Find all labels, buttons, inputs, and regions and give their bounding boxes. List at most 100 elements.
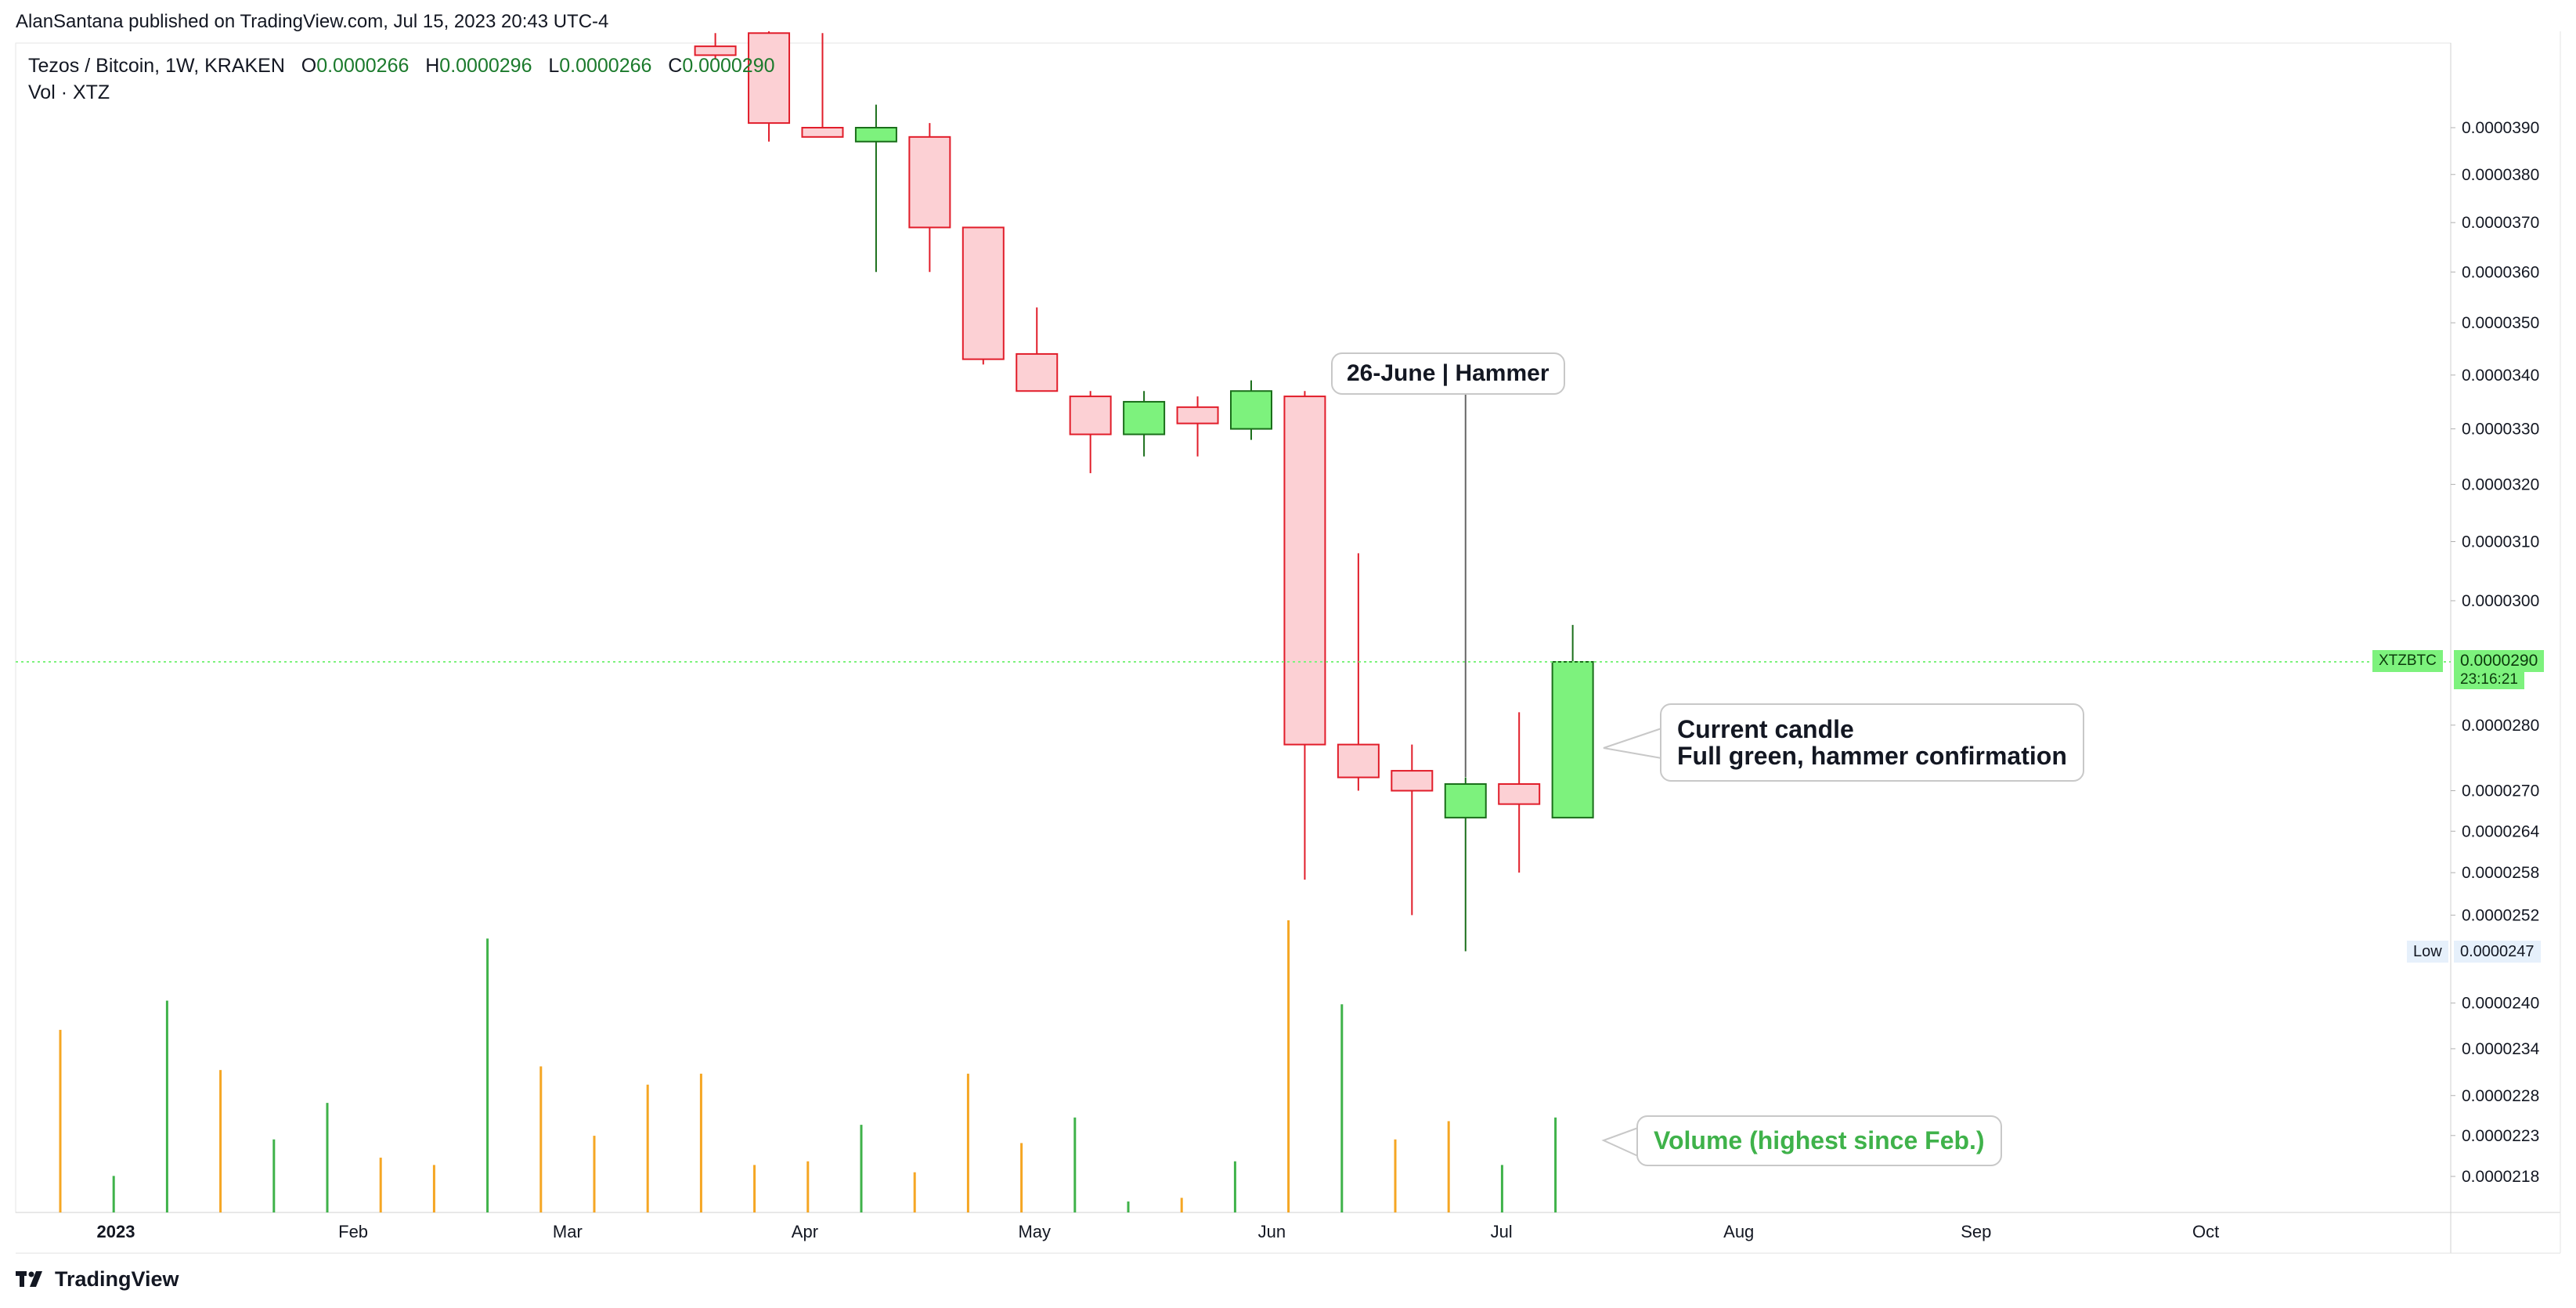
volume-bar bbox=[1554, 1117, 1557, 1212]
candle-body bbox=[1016, 352, 1059, 392]
volume-callout[interactable]: Volume (highest since Feb.) bbox=[1636, 1115, 2002, 1166]
volume-bar bbox=[486, 938, 489, 1212]
publisher-header: AlanSantana published on TradingView.com… bbox=[16, 11, 609, 32]
candles bbox=[16, 31, 2451, 952]
price-tick-label: 0.0000360 bbox=[2462, 263, 2539, 281]
symbol-price-tag: XTZBTC bbox=[2372, 650, 2443, 672]
time-tick-label: Jul bbox=[1491, 1222, 1513, 1241]
footer-brand-text: TradingView bbox=[55, 1267, 179, 1291]
annotation-lines bbox=[1464, 392, 1662, 1157]
price-tick-label: 0.0000234 bbox=[2462, 1040, 2540, 1058]
current-callout-line1: Current candle bbox=[1677, 715, 1854, 743]
time-tick-label: Apr bbox=[792, 1222, 818, 1241]
price-tick-label: 0.0000330 bbox=[2462, 421, 2539, 439]
volume-bar bbox=[646, 1084, 649, 1212]
volume-bar bbox=[539, 1066, 543, 1212]
volume-bar bbox=[112, 1176, 115, 1212]
volume-bar bbox=[1180, 1198, 1183, 1212]
footer-brand[interactable]: TradingView bbox=[16, 1267, 179, 1292]
candle-body bbox=[1391, 770, 1434, 792]
volume-bar bbox=[1020, 1143, 1023, 1212]
time-tick-label: May bbox=[1018, 1222, 1051, 1241]
low-label-tag: Low bbox=[2407, 941, 2448, 963]
plot-frame bbox=[15, 31, 2561, 1254]
countdown-tag: 23:16:21 bbox=[2454, 670, 2524, 689]
volume-bar bbox=[860, 1125, 863, 1212]
candle-body bbox=[908, 135, 951, 229]
close-value: 0.0000290 bbox=[682, 55, 775, 77]
time-tick-label: Aug bbox=[1723, 1222, 1754, 1241]
volume-bar bbox=[913, 1172, 916, 1212]
price-tick-label: 0.0000228 bbox=[2462, 1087, 2539, 1105]
volume-bar bbox=[753, 1165, 756, 1212]
volume-bar bbox=[272, 1139, 276, 1212]
volume-bar bbox=[1233, 1161, 1236, 1212]
volume-legend: Vol · XTZ bbox=[28, 81, 110, 103]
current-candle-callout[interactable]: Current candle Full green, hammer confir… bbox=[1660, 703, 2084, 782]
volume-bar bbox=[59, 1029, 62, 1212]
price-tick-label: 0.0000300 bbox=[2462, 592, 2539, 610]
volume-bar bbox=[699, 1073, 702, 1212]
volume-bars bbox=[59, 920, 1557, 1212]
candle-body bbox=[1123, 400, 1166, 435]
volume-bar bbox=[806, 1161, 810, 1212]
price-tick-label: 0.0000340 bbox=[2462, 367, 2539, 385]
volume-bar bbox=[219, 1070, 222, 1212]
time-tick-label: Mar bbox=[553, 1222, 583, 1241]
volume-bar bbox=[1073, 1117, 1077, 1212]
candle-body bbox=[1444, 783, 1487, 818]
price-tick-label: 0.0000218 bbox=[2462, 1168, 2539, 1186]
price-tick-label: 0.0000223 bbox=[2462, 1127, 2539, 1145]
volume-bar bbox=[1340, 1004, 1344, 1212]
volume-bar bbox=[1394, 1139, 1397, 1212]
price-tick-label: 0.0000390 bbox=[2462, 119, 2539, 137]
volume-bar bbox=[379, 1158, 382, 1212]
time-tick-label: 2023 bbox=[97, 1222, 135, 1241]
price-tick-label: 0.0000240 bbox=[2462, 995, 2539, 1013]
hammer-callout-text: 26-June | Hammer bbox=[1347, 360, 1550, 386]
time-tick-label: Oct bbox=[2192, 1222, 2219, 1241]
time-tick-label: Sep bbox=[1961, 1222, 1991, 1241]
tradingview-logo-icon bbox=[16, 1270, 42, 1287]
close-label: C bbox=[668, 55, 683, 77]
volume-callout-text: Volume (highest since Feb.) bbox=[1654, 1126, 1985, 1154]
price-tick-label: 0.0000264 bbox=[2462, 822, 2540, 840]
high-label: H bbox=[425, 55, 440, 77]
candle-body bbox=[801, 127, 844, 138]
candle-body bbox=[694, 45, 737, 56]
hammer-callout[interactable]: 26-June | Hammer bbox=[1331, 352, 1565, 395]
low-value: 0.0000266 bbox=[559, 55, 652, 77]
volume-bar bbox=[165, 1000, 168, 1212]
candle-body bbox=[854, 127, 897, 143]
volume-callout-pointer bbox=[1601, 1127, 1639, 1157]
volume-bar bbox=[593, 1136, 596, 1212]
price-tick-label: 0.0000280 bbox=[2462, 717, 2539, 735]
volume-bar bbox=[1287, 920, 1290, 1212]
low-value-tag: 0.0000247 bbox=[2454, 941, 2541, 963]
volume-bar bbox=[1500, 1165, 1503, 1212]
candle-body bbox=[1229, 390, 1272, 430]
volume-bar bbox=[1447, 1121, 1450, 1212]
volume-bar bbox=[432, 1165, 435, 1212]
pair-title: Tezos / Bitcoin, 1W, KRAKEN bbox=[28, 55, 285, 77]
price-tick-label: 0.0000258 bbox=[2462, 864, 2539, 882]
price-tick-label: 0.0000310 bbox=[2462, 533, 2539, 551]
time-tick-label: Jun bbox=[1258, 1222, 1286, 1241]
price-tick-label: 0.0000270 bbox=[2462, 782, 2539, 800]
open-value: 0.0000266 bbox=[316, 55, 409, 77]
price-tick-label: 0.0000350 bbox=[2462, 314, 2539, 332]
plot-border bbox=[15, 42, 2452, 1213]
volume-bar bbox=[966, 1073, 969, 1212]
candle-body bbox=[1498, 783, 1541, 805]
current-callout-pointer bbox=[1603, 728, 1662, 759]
last-price-tag: 0.0000290 bbox=[2454, 650, 2545, 672]
candle-body bbox=[1551, 661, 1594, 818]
price-axis: 0.0000390 0.0000380 0.0000370 0.0000360 0.00… bbox=[2451, 119, 2540, 1186]
volume-bar bbox=[1127, 1201, 1130, 1212]
candle-body bbox=[1283, 396, 1326, 746]
candle-body bbox=[1337, 743, 1380, 779]
candle-body bbox=[961, 226, 1005, 360]
open-label: O bbox=[301, 55, 317, 77]
price-tick-label: 0.0000320 bbox=[2462, 475, 2539, 493]
